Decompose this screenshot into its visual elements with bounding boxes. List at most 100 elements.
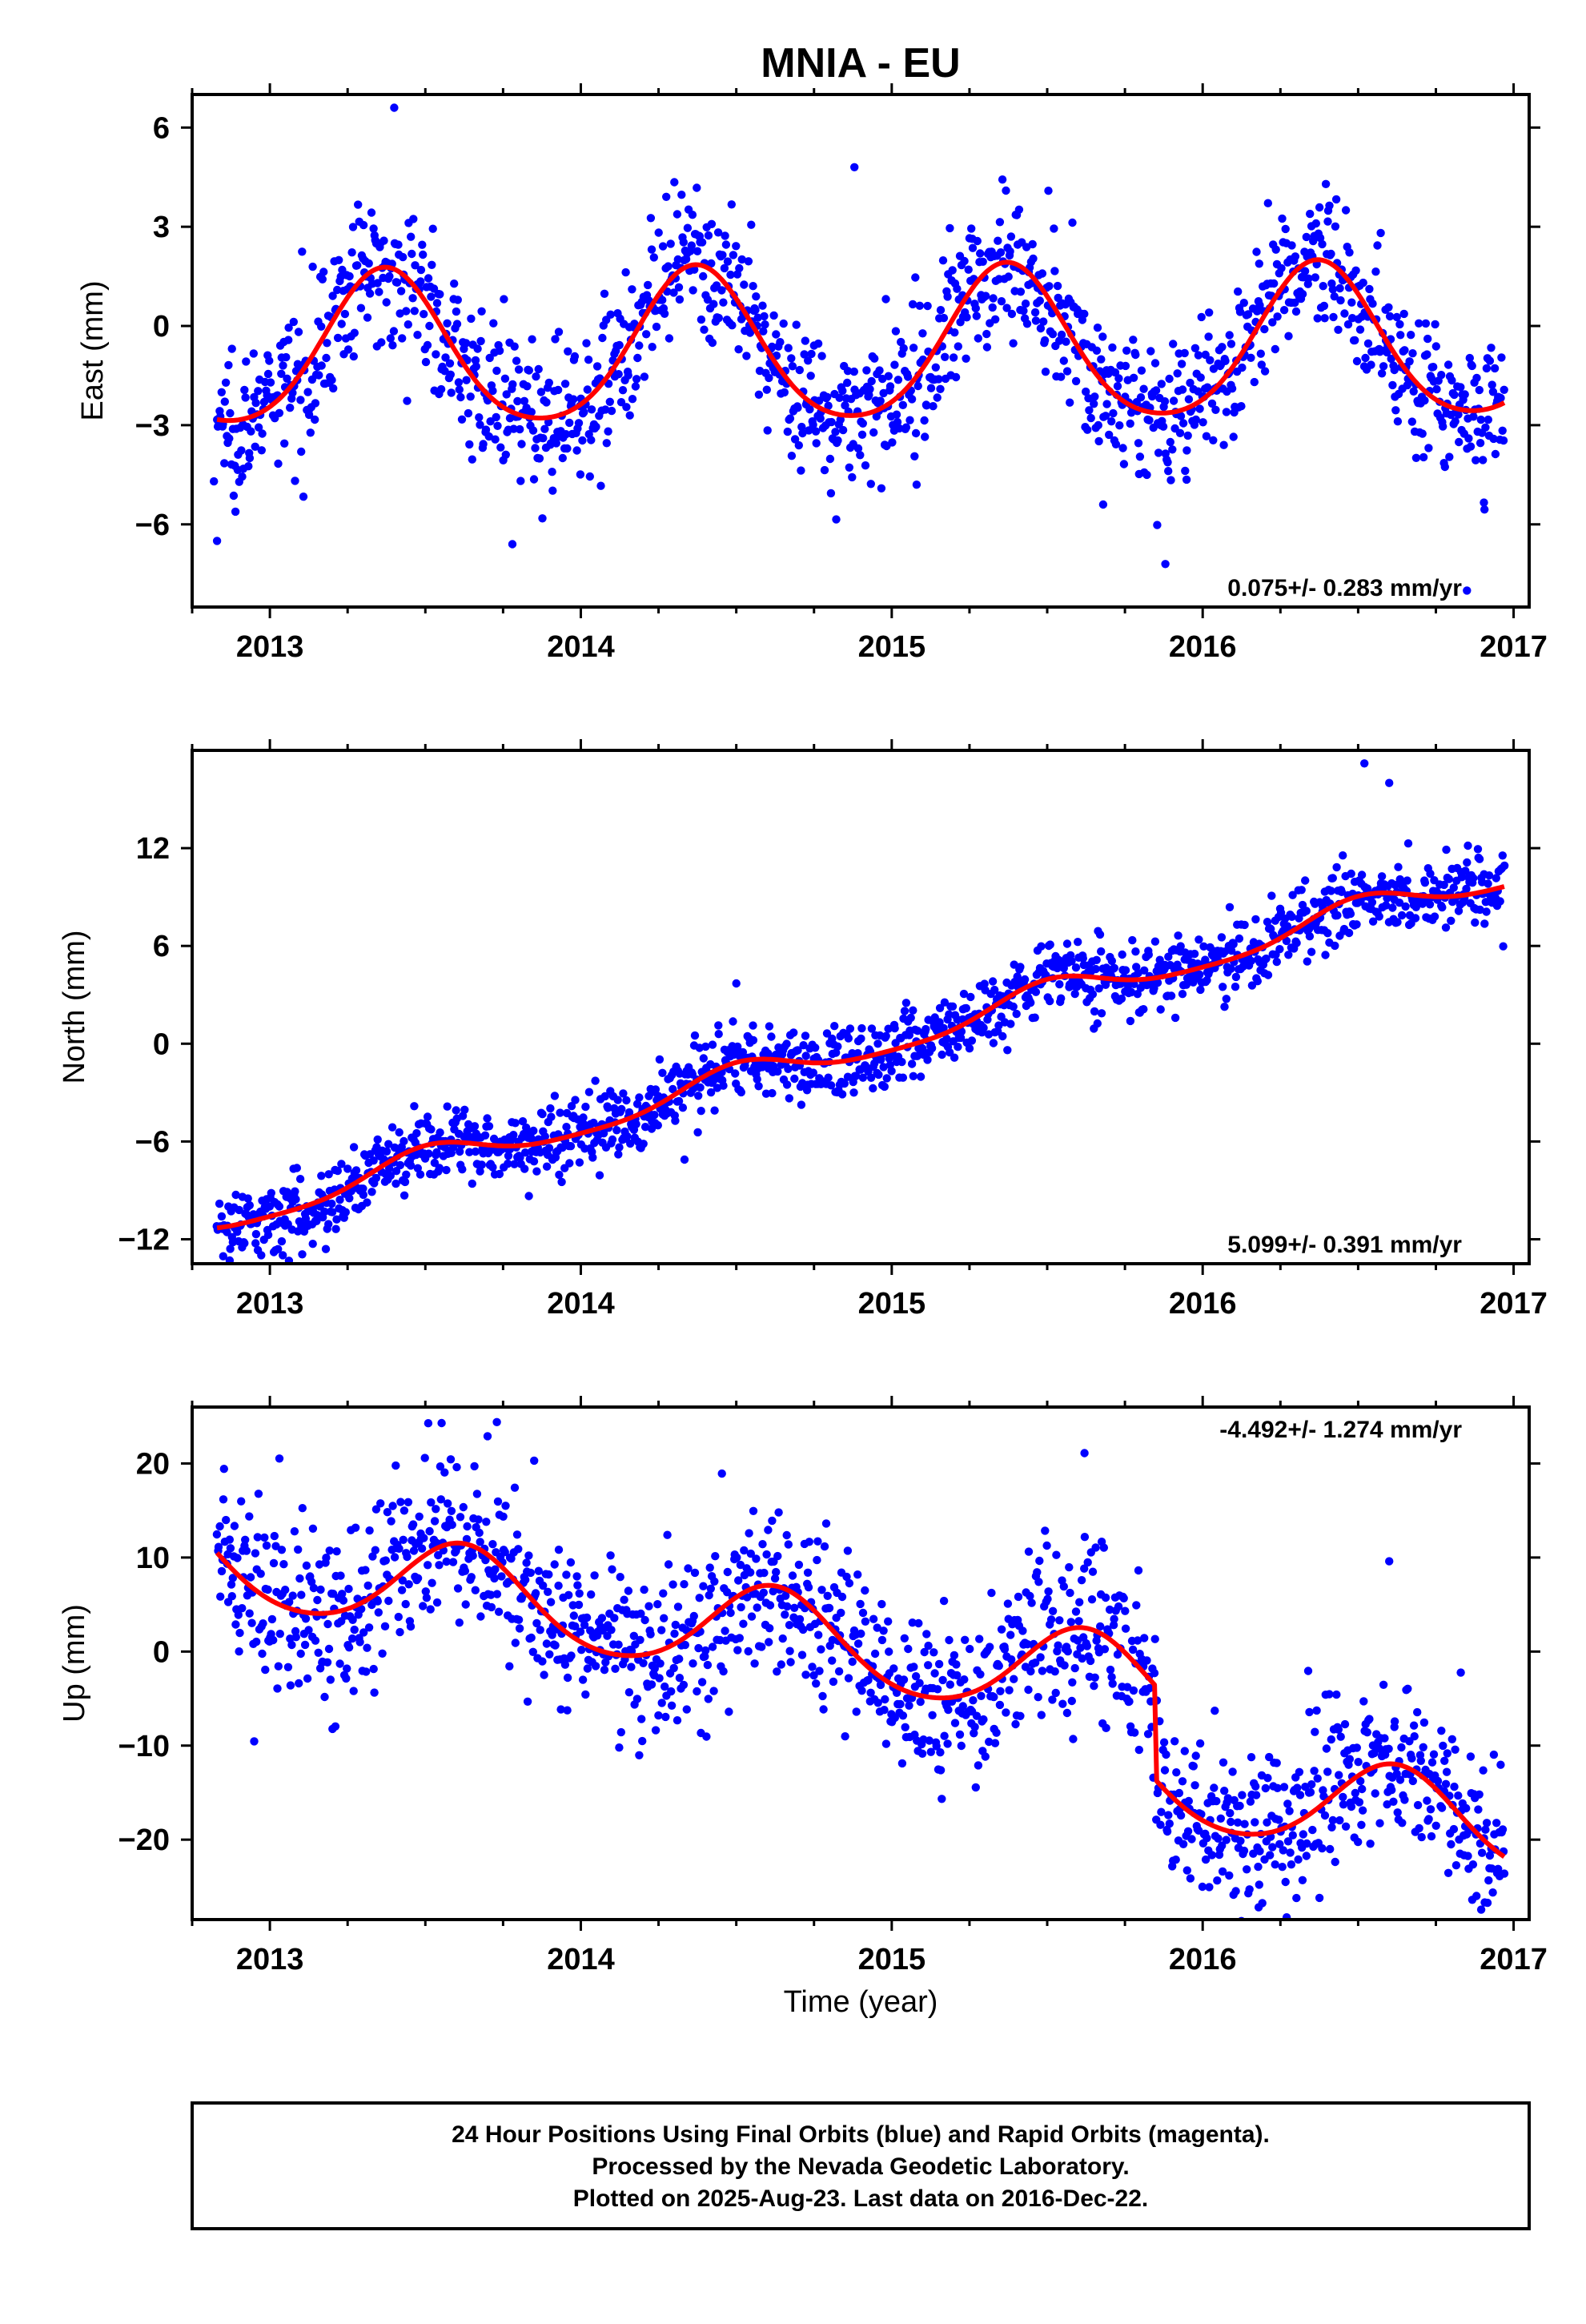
up-data-point: [778, 1634, 787, 1643]
up-data-point: [746, 1549, 755, 1558]
east-data-point: [1419, 452, 1428, 462]
east-data-point: [1347, 298, 1356, 307]
east-data-point: [291, 476, 299, 485]
up-data-point: [1134, 1745, 1144, 1755]
north-data-point: [797, 1100, 806, 1109]
up-data-point: [456, 1513, 465, 1522]
east-data-point: [893, 417, 902, 427]
east-data-point: [941, 352, 950, 361]
east-data-point: [481, 425, 491, 434]
north-data-point: [510, 1160, 519, 1168]
up-data-point: [338, 1590, 347, 1598]
up-data-point: [472, 1490, 482, 1498]
up-data-point: [1295, 1791, 1305, 1799]
east-data-point: [539, 434, 548, 443]
east-outlier-point: [1161, 560, 1170, 569]
up-outlier-point: [483, 1432, 492, 1441]
up-data-point: [1408, 1776, 1418, 1786]
up-data-point: [794, 1560, 804, 1570]
north-data-point: [384, 1164, 394, 1173]
east-data-point: [823, 392, 832, 401]
north-data-point: [811, 1043, 820, 1052]
up-data-point: [1311, 1727, 1319, 1736]
north-data-point: [283, 1188, 291, 1196]
north-data-point: [615, 1143, 624, 1152]
north-data-point: [1235, 934, 1244, 943]
up-data-point: [884, 1617, 893, 1626]
up-data-point: [1088, 1567, 1098, 1576]
east-data-point: [891, 327, 901, 336]
up-data-point: [371, 1546, 379, 1554]
up-data-point: [512, 1530, 522, 1539]
up-data-point: [428, 1578, 436, 1587]
up-data-point: [1071, 1607, 1081, 1616]
east-data-point: [605, 397, 614, 406]
east-data-point: [323, 339, 331, 348]
up-data-point: [1170, 1737, 1179, 1746]
east-data-point: [1175, 428, 1185, 437]
up-data-point: [251, 1549, 260, 1558]
up-data-point: [1159, 1738, 1169, 1747]
north-data-point: [782, 1080, 792, 1089]
east-data-point: [926, 384, 936, 392]
up-data-point: [499, 1512, 508, 1522]
up-outlier-point: [492, 1417, 501, 1427]
east-data-point: [1281, 224, 1290, 234]
up-data-point: [699, 1582, 708, 1590]
up-data-point: [476, 1538, 484, 1546]
east-data-points: [210, 103, 1508, 595]
north-data-point: [1227, 946, 1236, 955]
north-data-point: [1339, 851, 1347, 860]
north-data-point: [880, 1082, 889, 1092]
east-data-point: [1488, 388, 1498, 396]
north-data-point: [1307, 947, 1316, 956]
up-data-point: [706, 1584, 715, 1594]
north-data-point: [402, 1170, 411, 1180]
north-data-point: [699, 1054, 708, 1063]
north-data-point: [275, 1202, 284, 1211]
up-data-point: [505, 1662, 514, 1671]
north-data-point: [284, 1256, 294, 1264]
east-data-point: [1300, 267, 1310, 275]
north-data-point: [1469, 874, 1478, 883]
north-data-point: [400, 1191, 409, 1200]
up-data-point: [578, 1675, 588, 1684]
up-data-point: [1119, 1594, 1128, 1603]
east-data-point: [885, 382, 895, 391]
north-data-point: [317, 1172, 326, 1180]
east-data-point: [820, 465, 829, 475]
east-outlier-point: [508, 540, 517, 549]
up-data-point: [1299, 1830, 1308, 1839]
up-data-point: [805, 1538, 813, 1546]
up-data-point: [275, 1454, 284, 1463]
up-data-point: [234, 1610, 243, 1619]
up-data-point: [323, 1658, 332, 1667]
x-axis-label: Time (year): [784, 1985, 938, 2019]
east-data-point: [1319, 282, 1327, 291]
up-data-point: [575, 1589, 584, 1598]
east-data-point: [428, 224, 437, 233]
north-data-point: [240, 1239, 249, 1248]
east-data-point: [1415, 319, 1423, 328]
east-data-point: [861, 461, 870, 470]
north-data-point: [263, 1230, 273, 1240]
north-data-point: [456, 1147, 464, 1156]
east-data-point: [870, 354, 879, 363]
up-data-point: [231, 1620, 240, 1629]
north-data-point: [939, 1023, 948, 1033]
north-data-point: [653, 1121, 662, 1130]
up-data-point: [657, 1699, 666, 1707]
east-data-point: [452, 307, 461, 316]
east-data-point: [1197, 312, 1206, 322]
east-data-point: [918, 329, 927, 338]
east-data-point: [877, 484, 886, 493]
up-data-point: [1283, 1799, 1292, 1808]
up-data-point: [532, 1618, 541, 1628]
east-data-point: [794, 440, 803, 450]
east-data-point: [752, 292, 761, 301]
east-data-point: [528, 335, 536, 344]
north-data-point: [458, 1165, 467, 1174]
east-data-point: [1456, 383, 1465, 392]
up-data-point: [396, 1498, 405, 1506]
east-data-point: [601, 405, 610, 414]
